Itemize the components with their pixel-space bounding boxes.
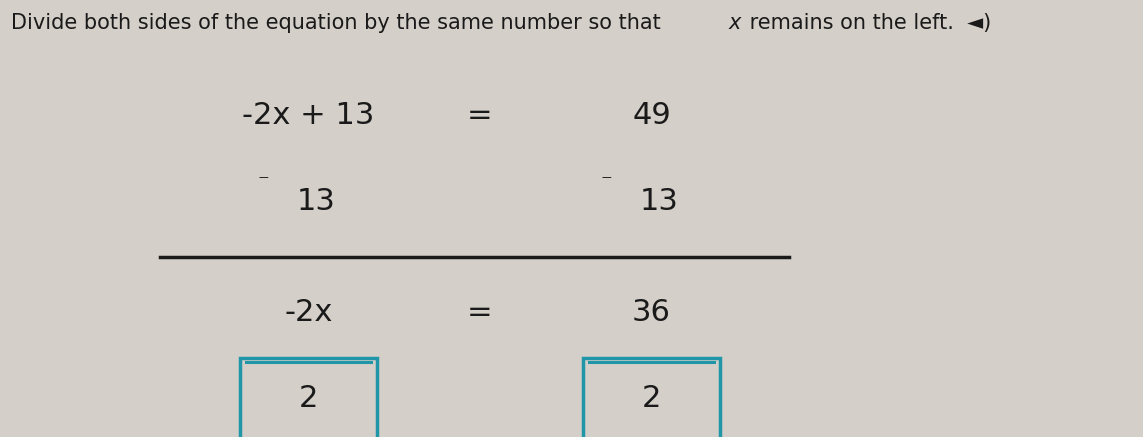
Text: ⁻: ⁻ bbox=[600, 172, 612, 192]
Text: =: = bbox=[467, 101, 493, 130]
Text: -2x: -2x bbox=[285, 298, 333, 327]
Text: 2: 2 bbox=[299, 384, 318, 413]
FancyBboxPatch shape bbox=[583, 358, 720, 437]
Text: 13: 13 bbox=[297, 187, 336, 216]
Text: 2: 2 bbox=[642, 384, 661, 413]
FancyBboxPatch shape bbox=[240, 358, 377, 437]
Text: x: x bbox=[728, 13, 741, 33]
Text: -2x + 13: -2x + 13 bbox=[242, 101, 375, 130]
Text: Divide both sides of the equation by the same number so that: Divide both sides of the equation by the… bbox=[11, 13, 668, 33]
Text: 49: 49 bbox=[632, 101, 671, 130]
Text: 13: 13 bbox=[640, 187, 679, 216]
Text: remains on the left.  ◄): remains on the left. ◄) bbox=[743, 13, 991, 33]
Text: 36: 36 bbox=[632, 298, 671, 327]
Text: ⁻: ⁻ bbox=[257, 172, 269, 192]
Text: =: = bbox=[467, 298, 493, 327]
